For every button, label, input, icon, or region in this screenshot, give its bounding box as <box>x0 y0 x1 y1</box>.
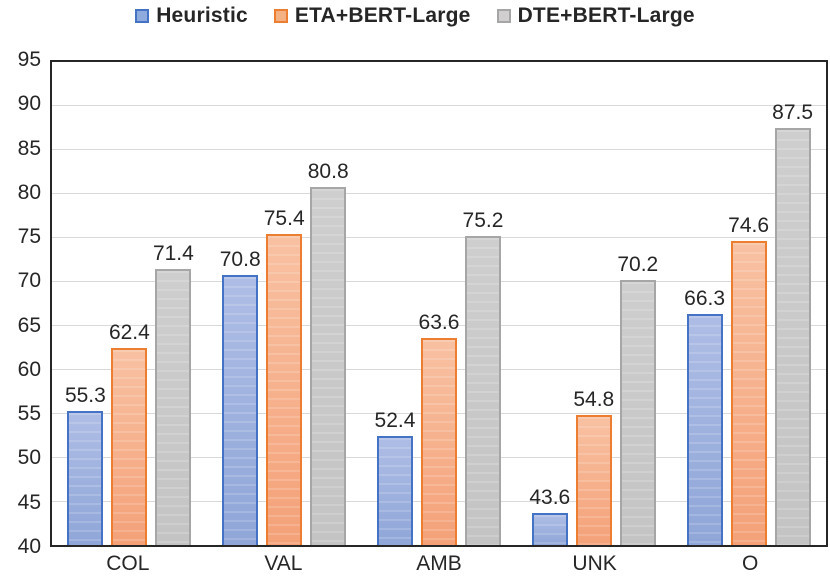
plot-area: 55.3 62.4 71.4 70.8 75.4 80.8 52.4 63.6 75.2 43.6… <box>50 60 828 547</box>
legend-swatch-icon <box>135 9 150 23</box>
bar-value-label: 54.8 <box>573 388 615 412</box>
bar-value-label: 75.2 <box>462 208 504 232</box>
x-category-label-amb: AMB <box>416 552 462 575</box>
bar-dte-bert-large-col: 71.4 <box>153 242 194 545</box>
bar-group-amb: 52.4 63.6 75.2 <box>362 62 517 545</box>
bar-group-o: 66.3 74.6 87.5 <box>671 62 826 545</box>
bar-dte-bert-large-val: 80.8 <box>308 160 349 545</box>
bar-value-label: 43.6 <box>529 486 571 510</box>
x-category-label-col: COL <box>106 552 150 575</box>
bar-value-label: 74.6 <box>728 214 770 238</box>
legend-swatch-icon <box>496 9 511 23</box>
gridline <box>52 105 826 107</box>
bar-heuristic-val: 70.8 <box>220 248 261 545</box>
bar-eta-bert-large-col: 62.4 <box>109 321 150 545</box>
x-category-label-unk: UNK <box>572 552 617 575</box>
legend-label: Heuristic <box>156 4 248 27</box>
gridline <box>52 149 826 151</box>
bar-eta-bert-large-o: 74.6 <box>728 214 769 545</box>
y-tick-label: 85 <box>17 136 41 160</box>
bar-eta-bert-large-val: 75.4 <box>264 207 305 545</box>
bar-value-label: 66.3 <box>684 287 726 311</box>
legend-swatch-icon <box>273 9 288 23</box>
bar-heuristic-o: 66.3 <box>684 287 725 545</box>
y-tick-label: 40 <box>17 535 41 558</box>
y-tick-label: 80 <box>17 180 41 204</box>
bar-groups: 55.3 62.4 71.4 70.8 75.4 80.8 52.4 63.6 75.2 43.6… <box>52 62 826 545</box>
legend-item-heuristic: Heuristic <box>135 4 248 28</box>
y-tick-label: 70 <box>17 269 41 293</box>
x-category-label-val: VAL <box>264 552 303 575</box>
y-tick-label: 60 <box>17 357 41 381</box>
x-category-label-o: O <box>742 552 759 575</box>
bar-value-label: 52.4 <box>374 409 416 433</box>
bar-heuristic-col: 55.3 <box>65 384 106 545</box>
bar-value-label: 80.8 <box>307 159 349 183</box>
bar-value-label: 75.4 <box>263 207 305 231</box>
bar-value-label: 63.6 <box>418 310 460 334</box>
gridline <box>52 237 826 239</box>
y-tick-label: 65 <box>17 313 41 337</box>
y-tick-label: 95 <box>17 48 41 71</box>
bar-value-label: 70.8 <box>219 247 261 271</box>
legend-item-dte-bert-large: DTE+BERT-Large <box>496 4 695 28</box>
y-tick-label: 75 <box>17 225 41 249</box>
gridline <box>52 193 826 195</box>
gridline <box>52 324 826 326</box>
chart-legend: Heuristic ETA+BERT-Large DTE+BERT-Large <box>0 1 830 31</box>
legend-label: DTE+BERT-Large <box>517 4 695 27</box>
bar-value-label: 70.2 <box>617 252 659 276</box>
bar-dte-bert-large-unk: 70.2 <box>617 253 658 545</box>
bar-dte-bert-large-amb: 75.2 <box>463 209 503 545</box>
bar-value-label: 87.5 <box>772 100 814 124</box>
bar-heuristic-unk: 43.6 <box>529 486 570 545</box>
y-tick-label: 50 <box>17 446 41 470</box>
bar-heuristic-amb: 52.4 <box>375 409 415 545</box>
bar-group-col: 55.3 62.4 71.4 <box>52 62 207 545</box>
bar-group-unk: 43.6 54.8 70.2 <box>516 62 671 545</box>
y-tick-label: 90 <box>17 92 41 116</box>
legend-label: ETA+BERT-Large <box>294 4 471 27</box>
y-axis-ticks: 40 45 50 55 60 65 70 75 80 85 90 95 <box>0 48 41 558</box>
bar-value-label: 62.4 <box>108 321 150 345</box>
bar-group-val: 70.8 75.4 80.8 <box>207 62 362 545</box>
x-axis-labels: COL VAL AMB UNK O <box>50 552 828 576</box>
bar-eta-bert-large-unk: 54.8 <box>573 388 614 545</box>
legend-item-eta-bert-large: ETA+BERT-Large <box>273 4 471 28</box>
bar-value-label: 55.3 <box>64 383 106 407</box>
bar-value-label: 71.4 <box>152 242 194 266</box>
bar-dte-bert-large-o: 87.5 <box>772 101 813 545</box>
bar-eta-bert-large-amb: 63.6 <box>419 311 459 545</box>
y-tick-label: 45 <box>17 490 41 514</box>
gridline <box>52 281 826 283</box>
y-tick-label: 55 <box>17 402 41 426</box>
